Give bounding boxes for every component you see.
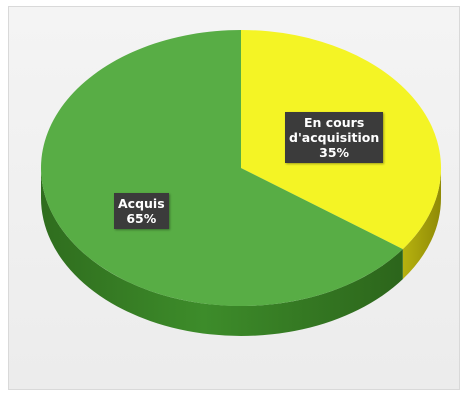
- data-label-en-cours: En cours d'acquisition 35%: [285, 112, 384, 163]
- pie-side-en-cours-d-acquisition: [402, 168, 441, 280]
- pie-side-acquis: [41, 168, 403, 336]
- pie-sides: [41, 168, 441, 336]
- data-label-acquis: Acquis 65%: [114, 193, 169, 229]
- pie-slices: [40, 30, 441, 306]
- pie-slice-acquis: [40, 30, 403, 306]
